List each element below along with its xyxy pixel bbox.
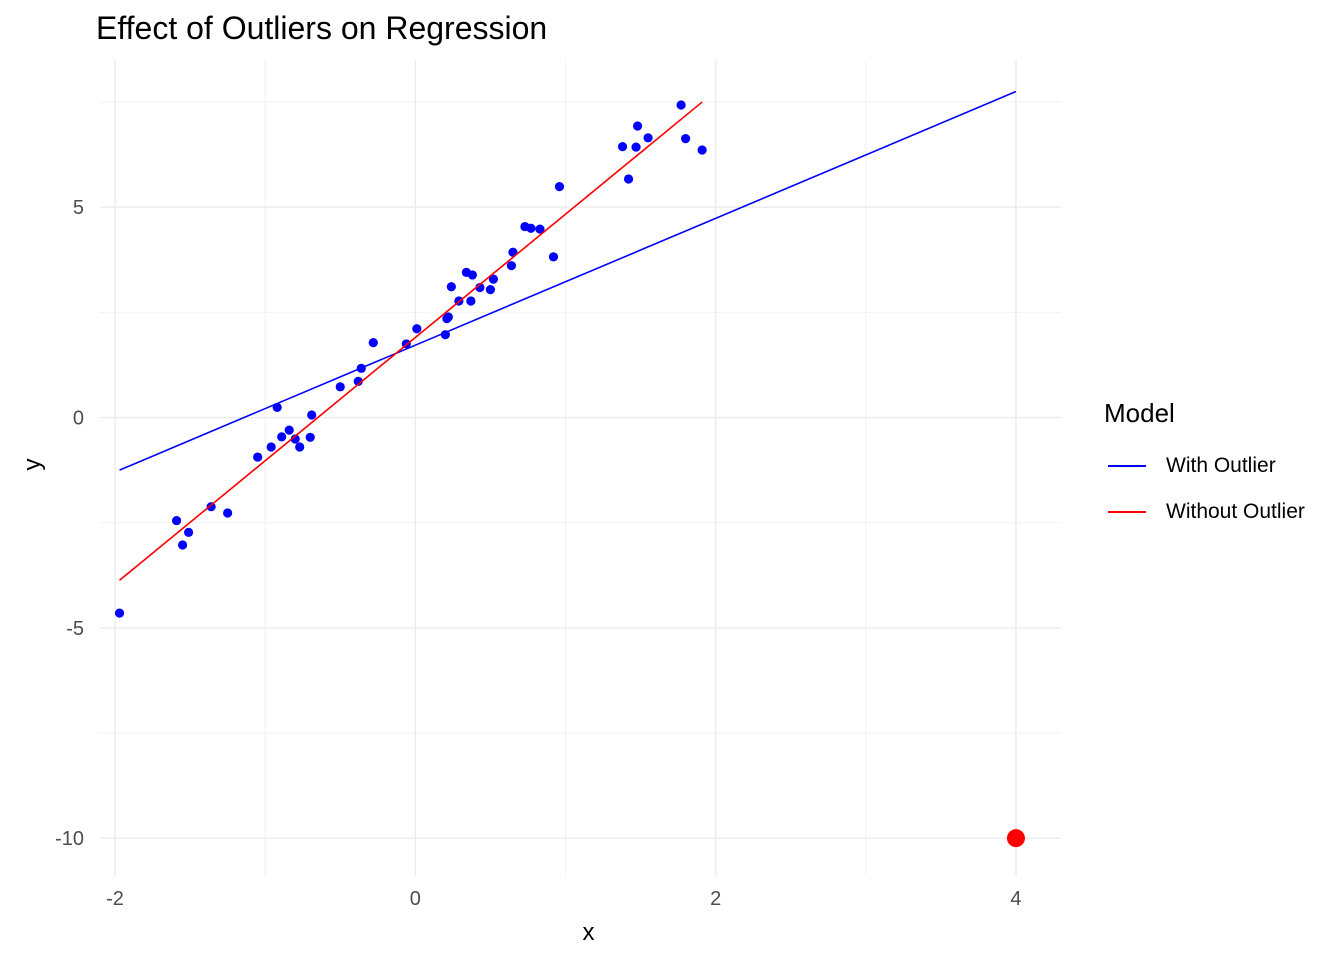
data-point [623, 174, 634, 184]
data-point [617, 142, 628, 152]
x-axis-title: x [583, 919, 595, 946]
data-point [506, 261, 517, 271]
data-point [548, 252, 559, 262]
data-point [295, 442, 305, 452]
data-point [284, 425, 294, 435]
data-point [171, 515, 182, 526]
data-point [353, 376, 363, 386]
data-point [443, 312, 453, 322]
data-point [412, 324, 422, 334]
data-point [177, 540, 188, 550]
legend-label-with-outlier: With Outlier [1166, 454, 1276, 477]
data-point [697, 145, 707, 155]
data-point [253, 452, 263, 462]
y-tick-label: -10 [55, 828, 84, 850]
data-point [114, 608, 125, 618]
data-point [266, 442, 276, 452]
data-point [335, 382, 345, 392]
data-point [277, 432, 287, 442]
data-point [307, 410, 317, 420]
y-tick-label: -5 [66, 618, 84, 640]
data-point [676, 100, 686, 110]
legend-label-without-outlier: Without Outlier [1166, 500, 1305, 523]
data-point [526, 223, 536, 233]
data-point [305, 432, 315, 442]
x-tick-label: 0 [410, 888, 421, 910]
data-point [554, 182, 565, 192]
outlier-point [1006, 829, 1025, 848]
legend: Model With Outlier Without Outlier [1104, 398, 1305, 535]
data-point [466, 296, 476, 306]
chart-title: Effect of Outliers on Regression [96, 10, 548, 46]
data-point [467, 270, 477, 280]
data-point [488, 274, 499, 284]
x-tick-label: 2 [710, 888, 721, 910]
data-point [535, 224, 545, 234]
legend-key-with-outlier [1108, 465, 1146, 467]
data-point [681, 134, 691, 144]
y-axis-title: y [19, 459, 46, 471]
data-point [485, 285, 496, 295]
data-point [183, 527, 194, 537]
legend-item-with-outlier: With Outlier [1104, 443, 1305, 489]
data-point [223, 508, 233, 518]
legend-title: Model [1104, 398, 1175, 428]
x-tick-label: -2 [106, 888, 124, 910]
legend-item-without-outlier: Without Outlier [1104, 489, 1305, 535]
data-point [632, 121, 643, 131]
data-point [206, 502, 216, 512]
data-point [643, 133, 653, 143]
data-point [290, 434, 300, 444]
x-tick-label: 4 [1010, 888, 1021, 910]
data-point [446, 282, 456, 292]
line-with-outlier [119, 90, 1017, 471]
data-point [475, 282, 485, 293]
y-tick-label: 0 [73, 408, 84, 430]
legend-key-without-outlier [1108, 511, 1146, 513]
data-point [368, 338, 378, 348]
data-point [631, 142, 641, 152]
y-tick-label: 5 [73, 197, 84, 219]
line-without-outlier [119, 101, 703, 581]
